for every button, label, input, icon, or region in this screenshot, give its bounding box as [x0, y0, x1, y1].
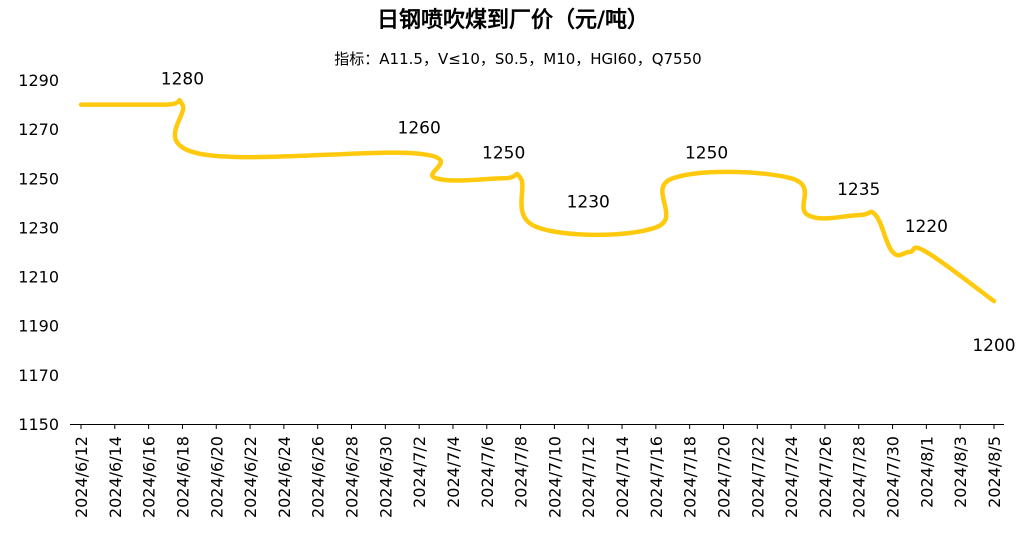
- y-tick-label: 1290: [18, 71, 59, 90]
- y-tick-label: 1230: [18, 218, 59, 237]
- x-tick-label: 2024/7/20: [714, 436, 733, 518]
- x-tick-label: 2024/6/14: [106, 436, 125, 518]
- x-tick-label: 2024/7/28: [850, 436, 869, 518]
- x-tick-label: 2024/6/12: [72, 436, 91, 518]
- x-tick-label: 2024/7/22: [748, 436, 767, 518]
- x-tick-label: 2024/7/2: [410, 436, 429, 508]
- x-tick-label: 2024/6/16: [140, 436, 159, 518]
- data-label: 1280: [161, 70, 204, 90]
- chart-title: 日钢喷吹煤到厂价（元/吨）: [377, 7, 649, 33]
- x-tick-label: 2024/7/26: [816, 436, 835, 518]
- x-tick-label: 2024/7/24: [782, 436, 801, 518]
- x-tick-label: 2024/7/10: [545, 436, 564, 518]
- x-tick-label: 2024/7/16: [647, 436, 666, 518]
- y-tick-label: 1270: [18, 120, 59, 139]
- chart-subtitle: 指标：A11.5，V≤10，S0.5，M10，HGI60，Q7550: [334, 50, 701, 68]
- data-label: 1220: [905, 217, 948, 237]
- data-label: 1250: [482, 143, 525, 163]
- x-tick-label: 2024/6/28: [343, 436, 362, 518]
- data-label: 1235: [837, 180, 880, 200]
- data-labels: 1280 1260 1250 1230 1250 1235 1220 1200: [161, 70, 1016, 357]
- data-label: 1200: [972, 336, 1015, 356]
- y-tick-label: 1170: [18, 366, 59, 385]
- series-line: [81, 100, 994, 301]
- x-tick-label: 2024/8/3: [951, 436, 970, 508]
- x-tick-label: 2024/7/18: [681, 436, 700, 518]
- x-tick-label: 2024/6/24: [275, 436, 294, 518]
- x-tick-label: 2024/7/14: [613, 436, 632, 518]
- x-tick-label: 2024/6/26: [309, 436, 328, 518]
- series-layer: [81, 100, 994, 301]
- y-axis: 1150 1170 1190 1210 1230 1250 1270 1290: [18, 71, 59, 434]
- x-tick-label: 2024/7/4: [444, 436, 463, 508]
- x-tick-label: 2024/6/20: [207, 436, 226, 518]
- x-tick-label: 2024/6/22: [241, 436, 260, 518]
- x-tick-label: 2024/7/8: [512, 436, 531, 508]
- data-label: 1260: [398, 119, 441, 139]
- x-tick-label: 2024/7/12: [579, 436, 598, 518]
- y-tick-label: 1190: [18, 317, 59, 336]
- y-tick-label: 1250: [18, 169, 59, 188]
- x-tick-label: 2024/8/1: [917, 436, 936, 508]
- y-tick-label: 1210: [18, 268, 59, 287]
- x-tick-label: 2024/7/30: [884, 436, 903, 518]
- x-axis: 2024/6/12 2024/6/14 2024/6/16 2024/6/18 2024…: [70, 424, 1004, 518]
- x-tick-label: 2024/7/6: [478, 436, 497, 508]
- x-tick-label: 2024/8/5: [985, 436, 1004, 508]
- x-tick-label: 2024/6/18: [173, 436, 192, 518]
- data-label: 1230: [567, 192, 610, 212]
- data-label: 1250: [685, 143, 728, 163]
- x-tick-label: 2024/6/30: [376, 436, 395, 518]
- y-tick-label: 1150: [18, 415, 59, 434]
